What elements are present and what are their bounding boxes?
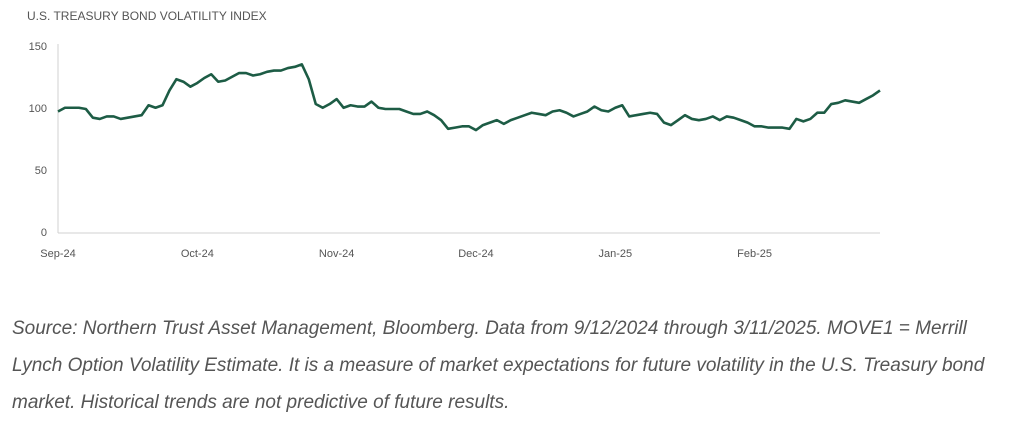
y-tick-label: 150 <box>29 41 47 53</box>
x-tick-label: Nov-24 <box>319 248 354 260</box>
y-tick-label: 0 <box>41 227 47 239</box>
x-tick-label: Feb-25 <box>737 248 772 260</box>
x-tick-label: Oct-24 <box>181 248 214 260</box>
chart: U.S. TREASURY BOND VOLATILITY INDEX 0 50 1… <box>27 9 881 260</box>
source-note: Source: Northern Trust Asset Management,… <box>12 318 985 413</box>
x-tick-label: Sep-24 <box>40 248 75 260</box>
y-tick-label: 100 <box>29 103 47 115</box>
data-line <box>57 63 881 132</box>
y-tick-label: 50 <box>35 165 47 177</box>
x-tick-label: Jan-25 <box>598 248 632 260</box>
x-tick-label: Dec-24 <box>458 248 493 260</box>
chart-title: U.S. TREASURY BOND VOLATILITY INDEX <box>27 9 267 23</box>
